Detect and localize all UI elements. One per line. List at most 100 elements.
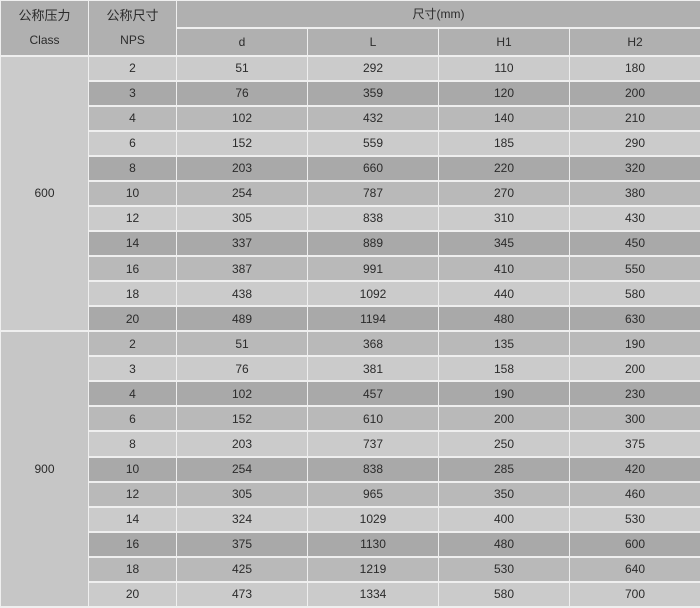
- dimension-cell: 410: [438, 255, 570, 283]
- dimension-cell: 270: [438, 180, 570, 207]
- dimension-cell: 432: [307, 105, 439, 132]
- dimension-cell: 460: [569, 481, 700, 508]
- dimension-cell: 580: [569, 280, 700, 308]
- table-header: 公称压力 Class 公称尺寸 NPS 尺寸(mm) d L H1 H2: [0, 0, 700, 57]
- table-row: 20 489 1194 480 630: [0, 305, 700, 333]
- dimension-cell: 630: [569, 305, 700, 333]
- dimension-cell: 324: [176, 506, 308, 533]
- nps-cell: 8: [88, 430, 177, 458]
- dimension-cell: 180: [569, 54, 700, 82]
- dimension-cell: 210: [569, 105, 700, 132]
- table-row: 4 102 432 140 210: [0, 105, 700, 132]
- nps-cell: 4: [88, 380, 177, 408]
- dimension-cell: 480: [438, 305, 570, 333]
- header-size-group: 尺寸(mm): [176, 0, 700, 29]
- dimension-cell: 430: [569, 205, 700, 232]
- dimension-cell: 380: [569, 180, 700, 207]
- nps-cell: 18: [88, 556, 177, 583]
- dimension-cell: 480: [438, 531, 570, 558]
- dimension-cell: 190: [438, 380, 570, 408]
- dimension-cell: 190: [569, 330, 700, 358]
- dimension-cell: 530: [438, 556, 570, 583]
- dimension-cell: 305: [176, 481, 308, 508]
- dimension-cell: 310: [438, 205, 570, 232]
- dimension-cell: 381: [307, 355, 439, 383]
- dimension-cell: 300: [569, 405, 700, 433]
- dimension-cell: 438: [176, 280, 308, 308]
- nps-cell: 14: [88, 506, 177, 533]
- dimension-cell: 102: [176, 380, 308, 408]
- dimension-cell: 345: [438, 230, 570, 258]
- dimension-cell: 51: [176, 330, 308, 358]
- dimension-cell: 200: [438, 405, 570, 433]
- dimension-cell: 254: [176, 180, 308, 207]
- nps-cell: 14: [88, 230, 177, 258]
- nps-cell: 3: [88, 80, 177, 107]
- dimension-cell: 580: [438, 581, 570, 608]
- dimension-cell: 110: [438, 54, 570, 82]
- dimension-cell: 610: [307, 405, 439, 433]
- dimension-cell: 203: [176, 430, 308, 458]
- dimension-cell: 530: [569, 506, 700, 533]
- table-body: 600 2 51 292 110 180 3 76 359 120 200 4 102 432 140 210…: [0, 54, 700, 608]
- nps-cell: 6: [88, 130, 177, 157]
- dimension-cell: 450: [569, 230, 700, 258]
- dimension-cell: 359: [307, 80, 439, 107]
- dimension-cell: 102: [176, 105, 308, 132]
- dimension-cell: 489: [176, 305, 308, 333]
- header-col-h1: H1: [438, 27, 570, 57]
- dimension-cell: 292: [307, 54, 439, 82]
- dimension-cell: 387: [176, 255, 308, 283]
- dimension-cell: 550: [569, 255, 700, 283]
- class-section-cell: 900: [0, 330, 89, 608]
- dimension-cell: 305: [176, 205, 308, 232]
- dimension-cell: 1092: [307, 280, 439, 308]
- dimension-cell: 425: [176, 556, 308, 583]
- nps-cell: 20: [88, 581, 177, 608]
- nps-cell: 2: [88, 54, 177, 82]
- header-class-en: Class: [29, 32, 60, 47]
- dimension-cell: 640: [569, 556, 700, 583]
- dimension-cell: 700: [569, 581, 700, 608]
- table-row: 18 425 1219 530 640: [0, 556, 700, 583]
- header-col-h2: H2: [569, 27, 700, 57]
- table-row: 3 76 359 120 200: [0, 80, 700, 107]
- header-nps-en: NPS: [120, 32, 145, 47]
- nps-cell: 20: [88, 305, 177, 333]
- dimension-cell: 368: [307, 330, 439, 358]
- dimension-cell: 1029: [307, 506, 439, 533]
- dimension-cell: 559: [307, 130, 439, 157]
- nps-cell: 8: [88, 155, 177, 182]
- dimension-cell: 76: [176, 355, 308, 383]
- table-row: 4 102 457 190 230: [0, 380, 700, 408]
- dimension-cell: 1219: [307, 556, 439, 583]
- table-row: 18 438 1092 440 580: [0, 280, 700, 308]
- nps-cell: 10: [88, 180, 177, 207]
- dimension-cell: 152: [176, 130, 308, 157]
- dimension-cell: 285: [438, 455, 570, 483]
- dimension-cell: 965: [307, 481, 439, 508]
- nps-cell: 6: [88, 405, 177, 433]
- dimension-cell: 337: [176, 230, 308, 258]
- table-row: 12 305 838 310 430: [0, 205, 700, 232]
- header-col-d: d: [176, 27, 308, 57]
- nps-cell: 10: [88, 455, 177, 483]
- dimension-cell: 200: [569, 355, 700, 383]
- dimension-cell: 230: [569, 380, 700, 408]
- table-row: 900 2 51 368 135 190: [0, 330, 700, 608]
- dimension-cell: 420: [569, 455, 700, 483]
- dimension-cell: 254: [176, 455, 308, 483]
- dimension-cell: 120: [438, 80, 570, 107]
- dimension-cell: 838: [307, 455, 439, 483]
- table-row: 6 152 610 200 300: [0, 405, 700, 433]
- nps-cell: 12: [88, 481, 177, 508]
- dimension-cell: 152: [176, 405, 308, 433]
- table-row: 20 473 1334 580 700: [0, 581, 700, 608]
- nps-cell: 3: [88, 355, 177, 383]
- nps-cell: 16: [88, 531, 177, 558]
- dimension-cell: 400: [438, 506, 570, 533]
- dimension-cell: 350: [438, 481, 570, 508]
- dimension-cell: 1194: [307, 305, 439, 333]
